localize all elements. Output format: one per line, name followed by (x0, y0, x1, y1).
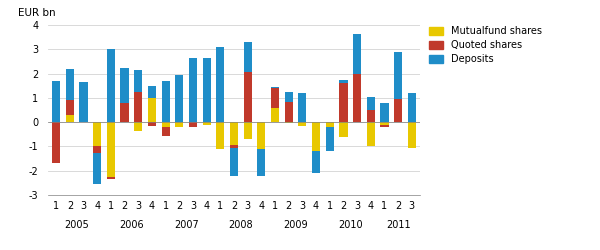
Bar (121, 68, 128, 103)
Bar (271, 87, 279, 88)
Bar (394, 52, 402, 99)
Bar (244, 122, 252, 139)
Bar (203, 122, 211, 124)
Bar (79, 82, 88, 122)
Bar (134, 92, 142, 122)
Bar (52, 81, 61, 122)
Bar (340, 122, 347, 137)
Bar (284, 122, 293, 123)
Bar (93, 146, 101, 152)
Bar (134, 122, 142, 131)
Bar (107, 122, 115, 177)
Bar (52, 122, 61, 164)
Bar (175, 122, 184, 127)
Bar (284, 92, 293, 102)
Bar (298, 93, 307, 122)
Bar (244, 72, 252, 122)
Bar (107, 49, 115, 122)
Bar (353, 34, 361, 74)
Bar (407, 122, 416, 148)
Bar (367, 97, 375, 110)
Bar (66, 100, 74, 115)
Bar (121, 103, 128, 122)
Bar (312, 151, 320, 173)
Bar (353, 74, 361, 122)
Bar (326, 122, 334, 127)
Text: 2011: 2011 (386, 220, 410, 230)
Bar (148, 86, 156, 98)
Bar (203, 58, 211, 122)
Bar (271, 108, 279, 122)
Bar (148, 122, 156, 126)
Bar (93, 122, 101, 146)
Bar (257, 149, 265, 176)
Bar (367, 122, 375, 146)
Bar (340, 80, 347, 83)
Text: 2009: 2009 (283, 220, 308, 230)
Bar (66, 69, 74, 100)
Bar (230, 122, 238, 145)
Bar (298, 122, 307, 126)
Text: EUR bn: EUR bn (18, 8, 56, 18)
Bar (380, 124, 389, 127)
Bar (161, 81, 170, 122)
Bar (107, 177, 115, 179)
Bar (189, 122, 197, 127)
Bar (134, 70, 142, 92)
Bar (271, 88, 279, 108)
Bar (216, 47, 224, 122)
Text: 2005: 2005 (64, 220, 89, 230)
Bar (230, 148, 238, 176)
Bar (367, 110, 375, 122)
Bar (312, 122, 320, 151)
Text: 2007: 2007 (174, 220, 199, 230)
Bar (175, 75, 184, 122)
Bar (66, 115, 74, 122)
Bar (340, 83, 347, 122)
Bar (257, 122, 265, 149)
Bar (284, 102, 293, 122)
Bar (216, 122, 224, 149)
Bar (161, 122, 170, 127)
Bar (326, 127, 334, 151)
Bar (407, 93, 416, 122)
Text: 2010: 2010 (338, 220, 362, 230)
Bar (380, 122, 389, 124)
Bar (244, 42, 252, 72)
Bar (93, 152, 101, 184)
Bar (148, 98, 156, 122)
Bar (161, 127, 170, 136)
Text: 2006: 2006 (119, 220, 144, 230)
Bar (230, 145, 238, 148)
Bar (189, 58, 197, 122)
Text: 2008: 2008 (229, 220, 253, 230)
Bar (380, 103, 389, 122)
Bar (394, 99, 402, 122)
Legend: Mutualfund shares, Quoted shares, Deposits: Mutualfund shares, Quoted shares, Deposi… (428, 26, 542, 64)
